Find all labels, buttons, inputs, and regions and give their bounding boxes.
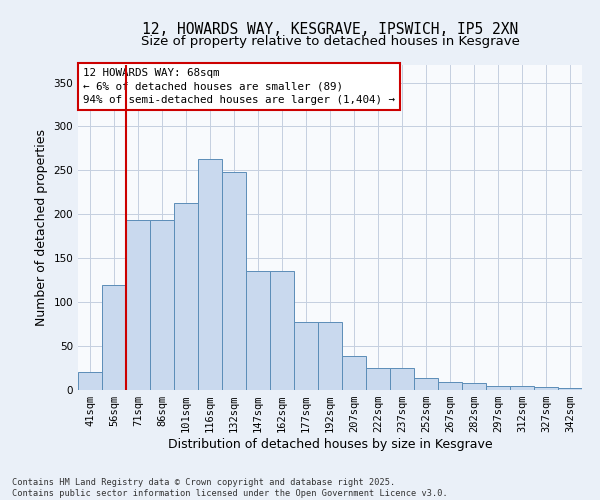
Bar [462, 383, 486, 390]
Bar [222, 172, 246, 390]
Text: 12 HOWARDS WAY: 68sqm
← 6% of detached houses are smaller (89)
94% of semi-detac: 12 HOWARDS WAY: 68sqm ← 6% of detached h… [83, 68, 395, 104]
X-axis label: Distribution of detached houses by size in Kesgrave: Distribution of detached houses by size … [167, 438, 493, 451]
Bar [366, 368, 390, 390]
Bar [246, 270, 270, 390]
Text: Size of property relative to detached houses in Kesgrave: Size of property relative to detached ho… [140, 35, 520, 48]
Bar [270, 270, 294, 390]
Text: Contains HM Land Registry data © Crown copyright and database right 2025.
Contai: Contains HM Land Registry data © Crown c… [12, 478, 448, 498]
Bar [294, 322, 318, 390]
Bar [390, 368, 414, 390]
Bar [126, 220, 150, 390]
Bar [318, 322, 342, 390]
Bar [414, 378, 438, 390]
Bar [342, 356, 366, 390]
Bar [510, 386, 534, 390]
Bar [534, 388, 558, 390]
Bar [558, 388, 582, 390]
Bar [150, 220, 174, 390]
Bar [198, 159, 222, 390]
Bar [102, 284, 126, 390]
Bar [78, 372, 102, 390]
Text: 12, HOWARDS WAY, KESGRAVE, IPSWICH, IP5 2XN: 12, HOWARDS WAY, KESGRAVE, IPSWICH, IP5 … [142, 22, 518, 38]
Y-axis label: Number of detached properties: Number of detached properties [35, 129, 48, 326]
Bar [438, 382, 462, 390]
Bar [486, 386, 510, 390]
Bar [174, 203, 198, 390]
